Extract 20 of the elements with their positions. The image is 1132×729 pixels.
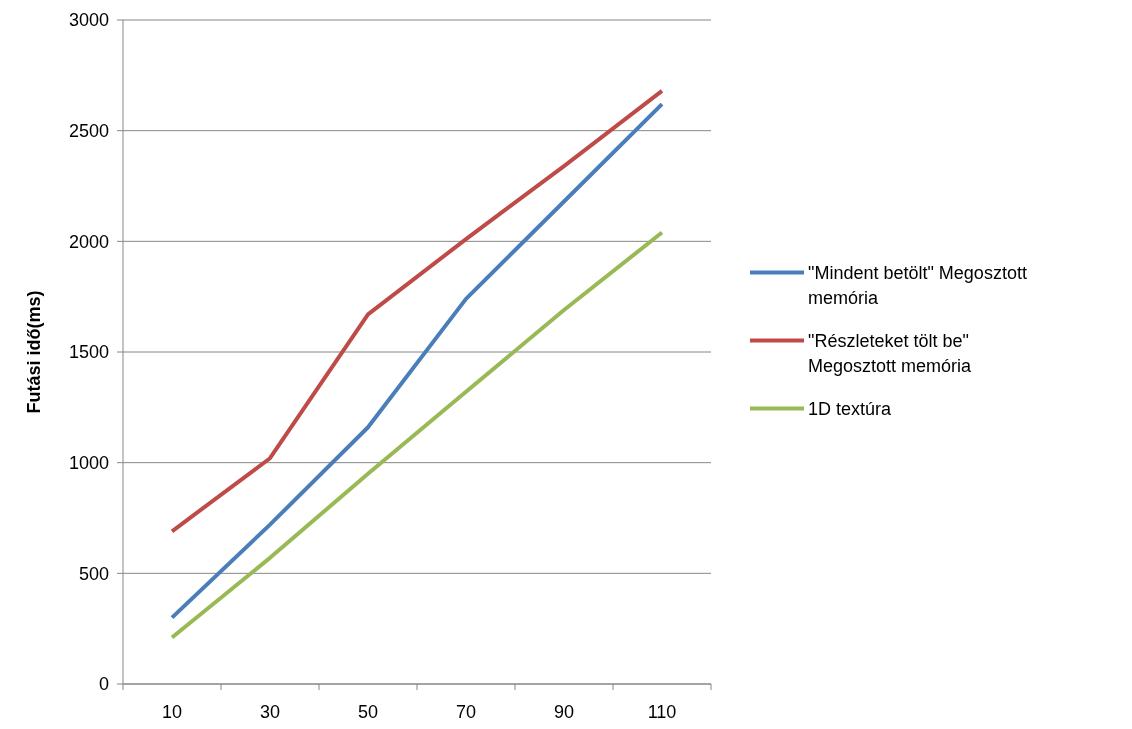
legend-label: "Részleteket tölt be" Megosztott memória bbox=[808, 330, 973, 376]
y-tick-label: 0 bbox=[98, 674, 109, 695]
y-tick-label: 500 bbox=[78, 563, 109, 584]
legend-label: "Mindent betölt" Megosztott memória bbox=[808, 262, 1027, 308]
y-tick-label: 3000 bbox=[68, 10, 109, 31]
x-tick-label: 30 bbox=[259, 702, 281, 722]
y-tick-label: 1500 bbox=[68, 342, 109, 363]
x-tick-label: 10 bbox=[161, 702, 183, 722]
line-series bbox=[170, 230, 664, 640]
y-axis-title: Futási idő(ms) bbox=[24, 290, 44, 414]
x-tick-label: 110 bbox=[647, 702, 677, 722]
y-tick-label: 1000 bbox=[68, 452, 109, 473]
line-series bbox=[170, 102, 664, 620]
x-tick-label: 70 bbox=[455, 702, 477, 722]
x-tick-label: 50 bbox=[357, 702, 379, 722]
y-tick-label: 2500 bbox=[68, 120, 109, 141]
line-series bbox=[170, 88, 664, 534]
legend-label: 1D textúra bbox=[808, 398, 893, 419]
x-tick-label: 90 bbox=[553, 702, 575, 722]
y-tick-label: 2000 bbox=[68, 231, 109, 252]
